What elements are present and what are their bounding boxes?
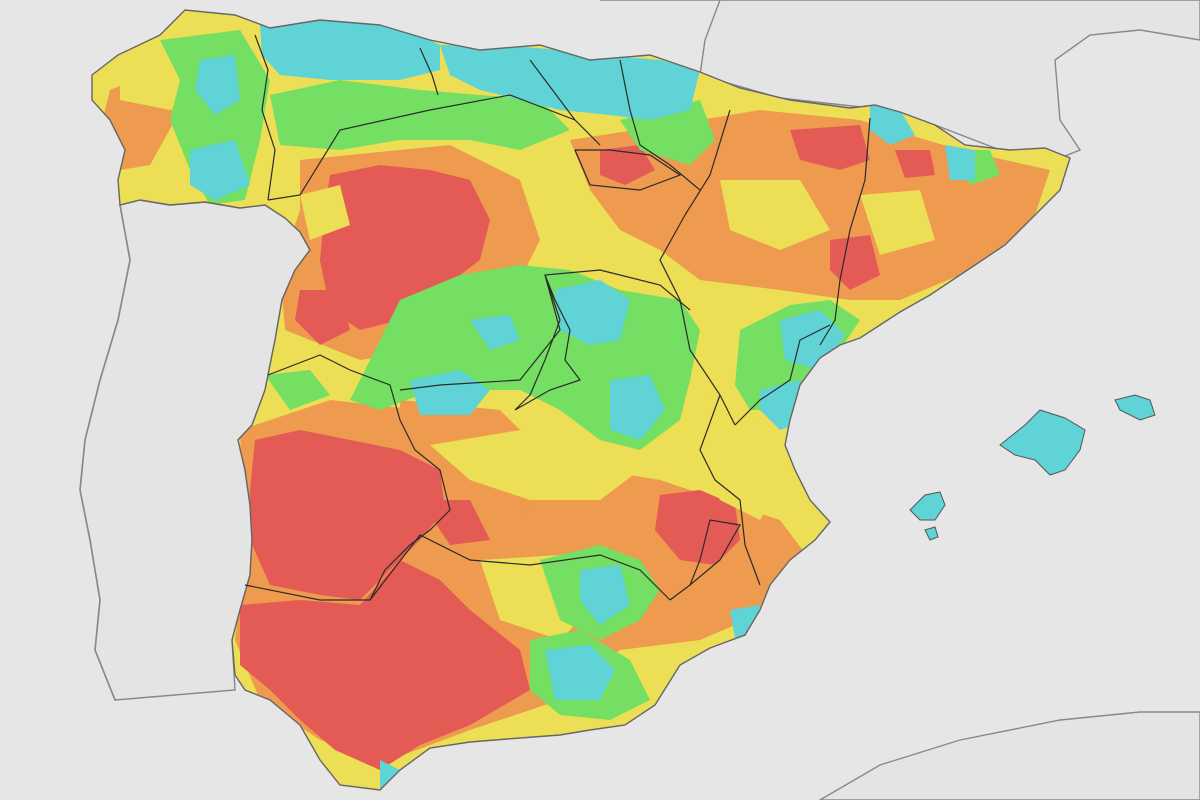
border-andalucia-north — [244, 534, 671, 601]
cyan-anomaly-patch — [580, 565, 630, 625]
yellow-anomaly-patch — [300, 185, 350, 240]
red-anomaly-patch — [895, 150, 935, 178]
red-anomaly-patch — [240, 560, 530, 770]
surrounding-land — [79, 0, 1200, 800]
border-rioja — [574, 149, 682, 191]
cyan-anomaly-patch — [260, 18, 440, 80]
border-valencia-north — [734, 324, 831, 426]
border-madrid — [514, 274, 581, 411]
balearic-islands — [909, 394, 1156, 541]
cyan-anomaly-patch — [440, 45, 700, 120]
red-anomaly-patch — [250, 430, 445, 600]
yellow-anomaly-patch — [860, 190, 935, 255]
cyan-anomaly-patch — [190, 140, 250, 200]
red-anomaly-patch — [830, 235, 880, 290]
border-aragon-catalonia — [819, 117, 871, 346]
border-asturias-cantabria — [419, 47, 439, 96]
mallorca — [999, 409, 1086, 476]
ibiza — [909, 491, 946, 521]
border-castilla-leon-north — [267, 94, 601, 201]
green-anomaly-patch — [265, 370, 330, 410]
cyan-anomaly-patch — [555, 280, 630, 345]
africa-coast — [818, 711, 1200, 800]
coast-line-portugal — [79, 204, 131, 701]
border-navarra — [619, 59, 701, 191]
border-extremadura-east — [369, 419, 451, 601]
red-anomaly-patch — [655, 490, 740, 565]
border-castilla-mancha-north — [399, 269, 691, 391]
border-murcia — [669, 519, 741, 601]
cyan-anomaly-patch — [470, 315, 520, 350]
cyan-anomaly-patch — [610, 375, 665, 440]
cyan-anomaly-patch — [945, 145, 975, 180]
red-anomaly-patch — [600, 145, 655, 185]
cyan-anomaly-patch — [410, 370, 490, 415]
green-anomaly-patch — [160, 30, 270, 205]
border-castilla-leon-south — [267, 354, 401, 421]
border-aragon-west — [659, 109, 736, 426]
red-anomaly-patch — [790, 125, 870, 170]
menorca — [1114, 394, 1156, 421]
yellow-anomaly-patch — [430, 430, 640, 500]
border-galicia — [254, 34, 276, 201]
border-cantabria-basque — [529, 59, 576, 121]
cyan-anomaly-patch — [195, 55, 240, 115]
cyan-anomaly-patch — [730, 605, 760, 638]
cyan-anomaly-patch — [545, 645, 615, 700]
yellow-anomaly-patch — [720, 180, 830, 250]
red-anomaly-patch — [320, 165, 490, 330]
yellow-anomaly-patch — [700, 395, 790, 520]
region-borders — [244, 34, 871, 601]
red-anomaly-patch — [295, 290, 350, 345]
cyan-anomaly-patch — [870, 105, 915, 145]
formentera — [924, 526, 939, 541]
border-valencia-west — [699, 394, 761, 586]
red-anomaly-patch — [420, 500, 490, 545]
